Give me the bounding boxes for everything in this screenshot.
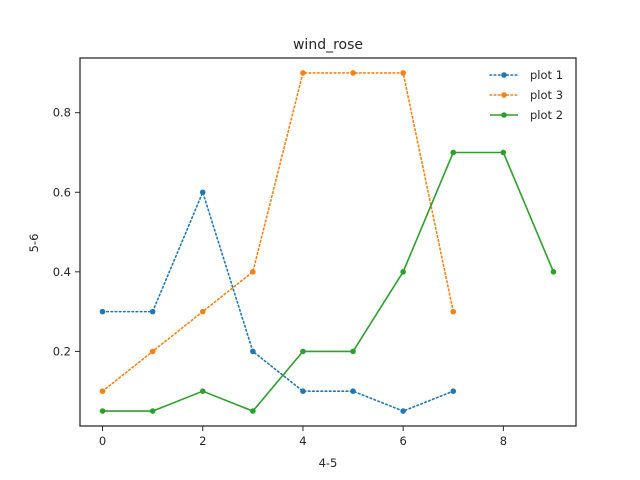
legend-label: plot 2: [530, 108, 563, 122]
chart-title: wind_rose: [293, 37, 363, 53]
legend-marker: [501, 72, 507, 78]
data-point: [400, 408, 406, 414]
y-tick-label: 0.2: [53, 344, 71, 358]
y-tick-label: 0.8: [53, 106, 71, 120]
x-tick-label: 2: [199, 434, 206, 448]
x-axis-label: 4-5: [319, 456, 338, 470]
series-layer: [99, 70, 557, 414]
series-line: [101, 72, 455, 392]
data-point: [149, 308, 156, 315]
data-point: [450, 308, 457, 315]
legend-label: plot 3: [530, 88, 563, 102]
y-tick-label: 0.6: [53, 185, 71, 199]
series-plot-1: [99, 189, 457, 414]
data-point: [199, 189, 206, 196]
data-point: [550, 269, 557, 275]
data-point: [149, 348, 156, 355]
legend-item: plot 1: [489, 68, 563, 82]
x-tick-label: 4: [299, 434, 306, 448]
data-point: [199, 388, 206, 394]
legend-marker: [501, 92, 507, 98]
series-line: [102, 151, 555, 412]
data-point: [99, 408, 106, 414]
x-tick-label: 8: [500, 434, 507, 448]
legend-marker: [501, 112, 507, 118]
data-point: [199, 308, 206, 315]
y-axis: 0.2 0.4 0.6 0.8: [53, 106, 80, 358]
data-point: [300, 388, 306, 394]
data-point: [250, 269, 256, 275]
data-point: [400, 70, 406, 76]
data-point: [300, 348, 306, 355]
series-plot-2: [99, 149, 557, 414]
data-point: [99, 388, 106, 394]
data-point: [250, 408, 256, 414]
y-tick-label: 0.4: [53, 265, 71, 279]
data-point: [300, 70, 306, 76]
data-point: [149, 408, 156, 414]
legend: plot 1 plot 3 plot 2: [489, 68, 563, 122]
axes-frame: [79, 57, 577, 427]
data-point: [350, 348, 356, 355]
data-point: [450, 388, 457, 394]
x-tick-label: 6: [399, 434, 406, 448]
data-point: [350, 70, 356, 76]
data-point: [99, 308, 106, 315]
data-point: [350, 388, 356, 394]
x-tick-label: 0: [99, 434, 106, 448]
legend-label: plot 1: [530, 68, 563, 82]
series-line: [101, 191, 455, 412]
series-plot-3: [99, 70, 457, 394]
data-point: [250, 348, 256, 355]
legend-item: plot 2: [490, 108, 563, 122]
y-axis-label: 5-6: [27, 234, 41, 253]
x-axis: 0 2 4 6 8: [99, 426, 507, 448]
data-point: [450, 149, 457, 156]
data-point: [400, 269, 406, 275]
legend-item: plot 3: [489, 88, 563, 102]
data-point: [500, 149, 507, 156]
